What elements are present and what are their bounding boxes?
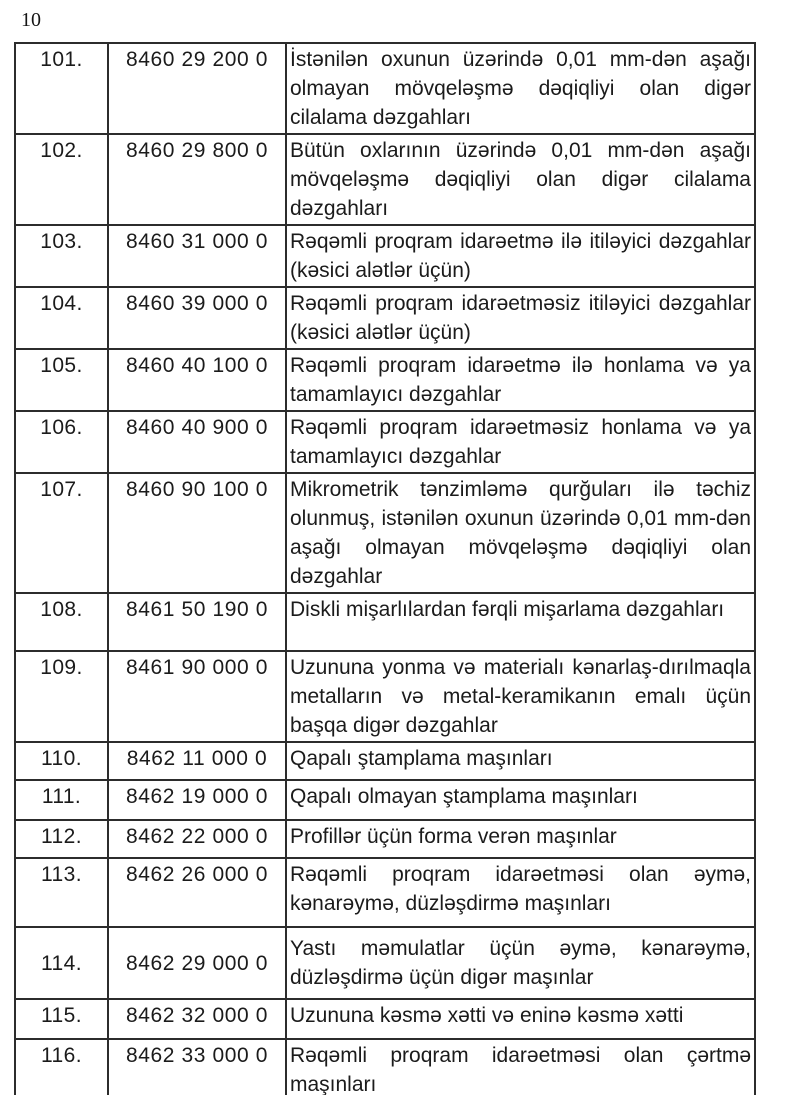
commodity-code-cell: 8460 29 800 0 [107,133,287,226]
description-cell: Diskli mişarlılardan fərqli mişarlama də… [285,592,756,652]
description-cell: Rəqəmli proqram idarəetməsi olan əymə, k… [285,857,756,928]
commodity-code-cell: 8461 90 000 0 [107,650,287,743]
description-cell: Uzununa kəsmə xətti və eninə kəsmə xətti [285,998,756,1040]
commodity-code-cell: 8462 19 000 0 [107,779,287,821]
commodity-code-cell: 8460 90 100 0 [107,472,287,594]
description-cell: Rəqəmli proqram idarəetməsiz itiləyici d… [285,286,756,350]
row-number-cell: 101. [14,42,109,135]
table-row: 112. 8462 22 000 0 Profillər üçün forma ve… [14,819,756,859]
description-cell: Mikrometrik tənzimləmə qurğuları ilə təc… [285,472,756,594]
commodity-codes-table-body: 101. 8460 29 200 0 İstənilən oxunun üzərin… [14,42,756,1095]
row-number-cell: 102. [14,133,109,226]
commodity-code-cell: 8460 40 900 0 [107,410,287,474]
table-row: 107. 8460 90 100 0 Mikrometrik tənzimləmə … [14,472,756,594]
commodity-code-cell: 8460 29 200 0 [107,42,287,135]
description-cell: Rəqəmli proqram idarəetməsi olan çərtmə … [285,1038,756,1095]
table-row: 108. 8461 50 190 0 Diskli mişarlılardan fə… [14,592,756,652]
commodity-code-cell: 8461 50 190 0 [107,592,287,652]
row-number-cell: 106. [14,410,109,474]
description-cell: Qapalı ştamplama maşınları [285,741,756,781]
table-row: 102. 8460 29 800 0 Bütün oxlarının üzərind… [14,133,756,226]
commodity-code-cell: 8462 22 000 0 [107,819,287,859]
table-row: 113. 8462 26 000 0 Rəqəmli proqram idarəet… [14,857,756,928]
row-number-cell: 112. [14,819,109,859]
description-cell: Profillər üçün forma verən maşınlar [285,819,756,859]
page-number: 10 [21,9,41,31]
commodity-code-cell: 8460 31 000 0 [107,224,287,288]
row-number-cell: 111. [14,779,109,821]
row-number-cell: 110. [14,741,109,781]
description-cell: Bütün oxlarının üzərində 0,01 mm-dən aşa… [285,133,756,226]
table-row: 106. 8460 40 900 0 Rəqəmli proqram idarəet… [14,410,756,474]
table-row: 104. 8460 39 000 0 Rəqəmli proqram idarəet… [14,286,756,350]
row-number-cell: 113. [14,857,109,928]
description-cell: Rəqəmli proqram idarəetmə ilə itiləyici … [285,224,756,288]
table-row: 105. 8460 40 100 0 Rəqəmli proqram idarəet… [14,348,756,412]
row-number-cell: 105. [14,348,109,412]
description-cell: Yastı məmulatlar üçün əymə, kənarəymə, d… [285,926,756,1000]
row-number-cell: 109. [14,650,109,743]
commodity-code-cell: 8462 33 000 0 [107,1038,287,1095]
description-cell: Uzununa yonma və materialı kənarlaş-dırı… [285,650,756,743]
row-number-cell: 107. [14,472,109,594]
table-row: 110. 8462 11 000 0 Qapalı ştamplama maşınl… [14,741,756,781]
row-number-cell: 103. [14,224,109,288]
commodity-code-cell: 8460 40 100 0 [107,348,287,412]
commodity-code-cell: 8462 26 000 0 [107,857,287,928]
row-number-cell: 115. [14,998,109,1040]
table-row: 111. 8462 19 000 0 Qapalı olmayan ştamplam… [14,779,756,821]
row-number-cell: 104. [14,286,109,350]
commodity-codes-table: 101. 8460 29 200 0 İstənilən oxunun üzərin… [14,42,756,1095]
row-number-cell: 108. [14,592,109,652]
table-row: 114. 8462 29 000 0 Yastı məmulatlar üçün ə… [14,926,756,1000]
description-cell: Qapalı olmayan ştamplama maşınları [285,779,756,821]
table-row: 116. 8462 33 000 0 Rəqəmli proqram idarəet… [14,1038,756,1095]
commodity-code-cell: 8462 29 000 0 [107,926,287,1000]
table-row: 101. 8460 29 200 0 İstənilən oxunun üzərin… [14,42,756,135]
table-row: 103. 8460 31 000 0 Rəqəmli proqram idarəet… [14,224,756,288]
description-cell: İstənilən oxunun üzərində 0,01 mm-dən aş… [285,42,756,135]
row-number-cell: 116. [14,1038,109,1095]
commodity-code-cell: 8460 39 000 0 [107,286,287,350]
row-number-cell: 114. [14,926,109,1000]
description-cell: Rəqəmli proqram idarəetmə ilə honlama və… [285,348,756,412]
table-row: 109. 8461 90 000 0 Uzununa yonma və materi… [14,650,756,743]
commodity-code-cell: 8462 32 000 0 [107,998,287,1040]
commodity-code-cell: 8462 11 000 0 [107,741,287,781]
table-row: 115. 8462 32 000 0 Uzununa kəsmə xətti və … [14,998,756,1040]
description-cell: Rəqəmli proqram idarəetməsiz honlama və … [285,410,756,474]
